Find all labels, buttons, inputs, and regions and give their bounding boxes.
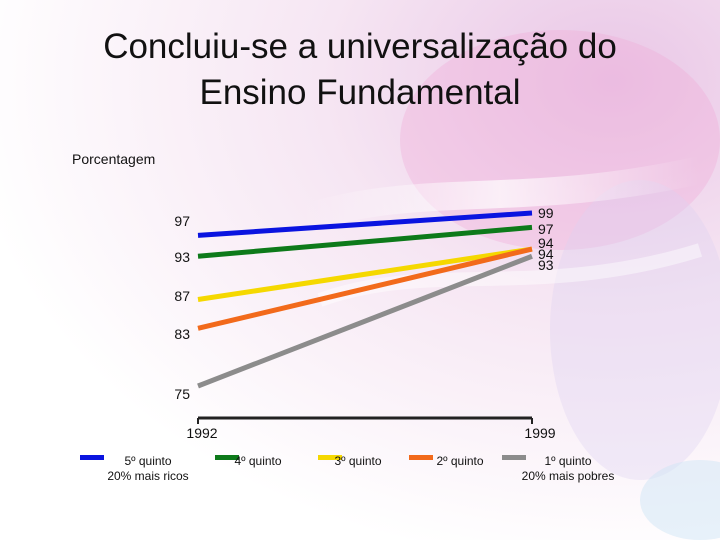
data-label-end: 94: [538, 246, 554, 262]
x-tick-label: 1999: [524, 425, 555, 441]
title-line-2: Ensino Fundamental: [199, 73, 521, 112]
y-axis-label: Porcentagem: [72, 151, 156, 167]
data-label-start: 83: [174, 326, 190, 342]
data-label-end: 94: [538, 235, 554, 251]
series-line: [197, 246, 533, 331]
series-line: [197, 224, 533, 259]
legend-label: 3º quinto: [298, 454, 418, 469]
legend-swatch: [409, 455, 433, 460]
legend-swatch: [318, 455, 342, 460]
legend-swatch: [215, 455, 239, 460]
legend-series-name: 3º quinto: [334, 454, 382, 468]
title-line-1: Concluiu-se a universalização do: [103, 27, 617, 66]
legend-swatch: [80, 455, 104, 460]
legend-series-subtitle: 20% mais pobres: [521, 469, 615, 483]
legend-label: 4º quinto: [198, 454, 318, 469]
legend-series-name: 4º quinto: [234, 454, 282, 468]
legend-series-name: 2º quinto: [436, 454, 484, 468]
legend-series-name: 5º quinto: [124, 454, 172, 468]
series-line: [197, 210, 533, 238]
legend-label: 2º quinto: [400, 454, 520, 469]
series-line: [197, 246, 533, 302]
legend-series-subtitle: 20% mais ricos: [107, 469, 189, 483]
data-label-start: 75: [174, 386, 190, 402]
data-label-end: 99: [538, 205, 554, 221]
x-tick-label: 1992: [186, 425, 217, 441]
legend-label: 1º quinto 20% mais pobres: [508, 454, 628, 484]
data-label-end: 97: [538, 221, 554, 237]
legend-swatch: [502, 455, 526, 460]
data-label-end: 93: [538, 257, 554, 273]
series-line: [197, 253, 533, 389]
data-label-start: 87: [174, 288, 190, 304]
data-label-start: 93: [174, 249, 190, 265]
data-label-start: 97: [174, 213, 190, 229]
slide-title: Concluiu-se a universalização do Ensino …: [0, 24, 720, 116]
legend-label: 5º quinto 20% mais ricos: [88, 454, 208, 484]
legend-series-name: 1º quinto: [544, 454, 592, 468]
